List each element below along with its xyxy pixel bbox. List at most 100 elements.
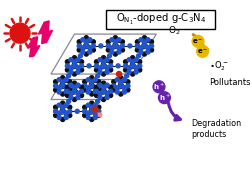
Circle shape	[72, 89, 76, 93]
Circle shape	[124, 74, 128, 78]
Circle shape	[64, 111, 68, 115]
Circle shape	[87, 46, 91, 50]
Circle shape	[113, 52, 117, 56]
Circle shape	[94, 93, 98, 97]
Circle shape	[72, 64, 76, 68]
Circle shape	[118, 76, 122, 80]
Circle shape	[65, 93, 69, 97]
Circle shape	[128, 44, 131, 48]
FancyArrowPatch shape	[193, 35, 207, 54]
Circle shape	[75, 109, 79, 113]
Circle shape	[89, 76, 93, 80]
Circle shape	[82, 88, 86, 92]
Circle shape	[64, 86, 68, 90]
Circle shape	[57, 86, 61, 90]
Circle shape	[87, 38, 91, 42]
Circle shape	[120, 40, 124, 44]
Circle shape	[84, 40, 88, 44]
Circle shape	[64, 90, 68, 94]
Circle shape	[87, 50, 91, 54]
Text: e$^-$: e$^-$	[192, 37, 203, 46]
Circle shape	[76, 91, 80, 95]
Circle shape	[149, 44, 153, 48]
Circle shape	[122, 90, 126, 94]
Circle shape	[127, 70, 131, 74]
Circle shape	[101, 60, 105, 64]
Circle shape	[149, 48, 153, 52]
Circle shape	[87, 64, 91, 68]
Circle shape	[77, 48, 81, 52]
Circle shape	[76, 95, 80, 99]
Circle shape	[82, 80, 86, 84]
Circle shape	[86, 115, 90, 119]
Circle shape	[89, 105, 93, 109]
Circle shape	[68, 88, 72, 92]
Circle shape	[79, 68, 83, 72]
Circle shape	[82, 113, 86, 117]
FancyBboxPatch shape	[106, 10, 214, 29]
Circle shape	[57, 115, 61, 119]
Circle shape	[120, 48, 124, 52]
Circle shape	[69, 66, 73, 70]
Circle shape	[76, 83, 80, 87]
Circle shape	[86, 111, 90, 115]
Circle shape	[60, 76, 65, 80]
Circle shape	[98, 91, 102, 95]
Circle shape	[101, 89, 105, 93]
Circle shape	[94, 85, 98, 89]
Circle shape	[53, 84, 57, 88]
Polygon shape	[38, 21, 52, 44]
Circle shape	[65, 60, 69, 64]
Circle shape	[75, 84, 79, 88]
Circle shape	[116, 64, 120, 68]
Circle shape	[84, 52, 88, 56]
Circle shape	[94, 60, 98, 64]
Circle shape	[98, 70, 102, 74]
Circle shape	[69, 95, 73, 99]
Circle shape	[134, 70, 138, 74]
Circle shape	[87, 89, 91, 93]
Circle shape	[108, 68, 112, 72]
Circle shape	[152, 81, 164, 93]
Circle shape	[93, 90, 97, 94]
Circle shape	[115, 78, 119, 82]
Circle shape	[105, 95, 109, 99]
Circle shape	[97, 80, 101, 84]
Circle shape	[105, 58, 109, 62]
Circle shape	[125, 88, 129, 92]
Circle shape	[108, 89, 112, 93]
Circle shape	[82, 109, 86, 113]
Circle shape	[93, 111, 97, 115]
Circle shape	[136, 54, 140, 58]
Circle shape	[137, 68, 141, 72]
Circle shape	[101, 81, 105, 85]
Circle shape	[105, 83, 109, 87]
Circle shape	[101, 72, 105, 76]
Text: Pollutants: Pollutants	[208, 78, 249, 87]
Circle shape	[113, 36, 117, 40]
Circle shape	[91, 40, 95, 44]
Circle shape	[72, 56, 76, 60]
Circle shape	[76, 58, 80, 62]
Circle shape	[57, 103, 61, 107]
Circle shape	[64, 78, 68, 82]
Circle shape	[82, 105, 86, 109]
Circle shape	[94, 64, 98, 68]
Circle shape	[65, 85, 69, 89]
Circle shape	[86, 90, 90, 94]
Circle shape	[69, 83, 73, 87]
Circle shape	[109, 50, 113, 54]
Circle shape	[116, 38, 120, 42]
Circle shape	[106, 48, 110, 52]
Circle shape	[53, 113, 57, 117]
Circle shape	[94, 68, 98, 72]
Circle shape	[95, 99, 99, 103]
Circle shape	[122, 78, 126, 82]
Circle shape	[142, 36, 146, 40]
Circle shape	[97, 109, 101, 113]
Circle shape	[80, 38, 84, 42]
Circle shape	[94, 89, 98, 93]
Polygon shape	[27, 37, 40, 57]
Circle shape	[101, 98, 105, 101]
Circle shape	[76, 66, 80, 70]
